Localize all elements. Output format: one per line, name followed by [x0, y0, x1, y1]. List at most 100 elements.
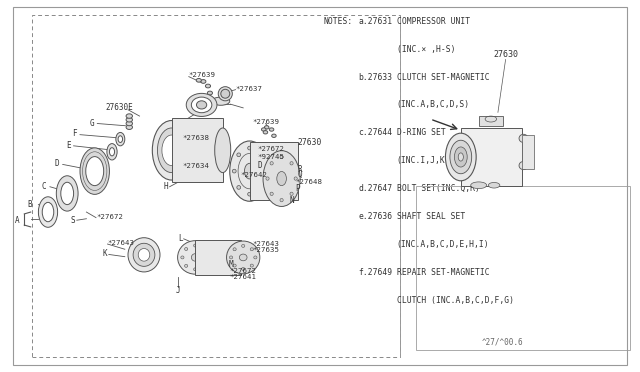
- Ellipse shape: [126, 125, 132, 129]
- Ellipse shape: [230, 141, 269, 201]
- Text: *27638: *27638: [182, 135, 209, 141]
- Text: D-RING SET: D-RING SET: [397, 128, 445, 137]
- Ellipse shape: [272, 134, 276, 138]
- Text: c.27644: c.27644: [358, 128, 392, 137]
- Text: CLUTCH SET-MAGNETIC: CLUTCH SET-MAGNETIC: [397, 73, 490, 81]
- Ellipse shape: [233, 248, 236, 251]
- Ellipse shape: [196, 101, 207, 109]
- Ellipse shape: [203, 264, 206, 267]
- Text: (INC.× ,H-S): (INC.× ,H-S): [397, 45, 455, 54]
- Ellipse shape: [248, 146, 252, 150]
- Ellipse shape: [250, 264, 253, 267]
- Text: SHAFT SEAL SET: SHAFT SEAL SET: [397, 212, 465, 221]
- Ellipse shape: [61, 182, 74, 205]
- Text: (INC.A,B,C,D,E,H,I): (INC.A,B,C,D,E,H,I): [397, 240, 490, 249]
- Ellipse shape: [118, 136, 123, 142]
- Text: *92745: *92745: [258, 154, 285, 160]
- Ellipse shape: [138, 248, 150, 261]
- Ellipse shape: [254, 256, 257, 259]
- Ellipse shape: [126, 121, 132, 126]
- Text: (INC.I,J,K,N,D,P): (INC.I,J,K,N,D,P): [397, 156, 479, 165]
- Text: N: N: [289, 196, 294, 205]
- Ellipse shape: [270, 192, 273, 196]
- Ellipse shape: [126, 114, 132, 118]
- Ellipse shape: [152, 121, 191, 180]
- Ellipse shape: [262, 128, 266, 131]
- Text: b.27633: b.27633: [358, 73, 392, 81]
- Ellipse shape: [186, 93, 217, 116]
- Ellipse shape: [206, 256, 210, 259]
- Ellipse shape: [162, 135, 181, 166]
- Ellipse shape: [450, 140, 472, 174]
- Ellipse shape: [126, 118, 132, 122]
- Ellipse shape: [242, 267, 244, 270]
- Ellipse shape: [116, 132, 125, 146]
- Ellipse shape: [203, 247, 206, 250]
- Ellipse shape: [237, 186, 241, 189]
- Text: C: C: [42, 182, 46, 190]
- Text: R: R: [298, 165, 302, 174]
- Text: *27672: *27672: [229, 268, 256, 274]
- Bar: [195, 240, 241, 275]
- Ellipse shape: [178, 241, 212, 274]
- Bar: [416, 186, 630, 350]
- Ellipse shape: [56, 176, 78, 211]
- Ellipse shape: [519, 134, 528, 142]
- Text: REPAIR SET-MAGNETIC: REPAIR SET-MAGNETIC: [397, 268, 490, 277]
- Text: d.27647: d.27647: [358, 184, 392, 193]
- Ellipse shape: [184, 264, 188, 267]
- Ellipse shape: [221, 89, 230, 98]
- Text: P: P: [296, 185, 300, 193]
- Text: H: H: [163, 182, 168, 191]
- Text: BOLT SET(INC.Q,R): BOLT SET(INC.Q,R): [397, 184, 479, 193]
- Ellipse shape: [290, 161, 293, 165]
- Ellipse shape: [42, 202, 54, 222]
- Ellipse shape: [250, 248, 253, 251]
- Text: f.27649: f.27649: [358, 268, 392, 277]
- Bar: [172, 118, 223, 182]
- Text: *27642: *27642: [240, 172, 267, 178]
- Ellipse shape: [201, 80, 206, 83]
- Text: *27672: *27672: [96, 214, 123, 219]
- Ellipse shape: [205, 84, 211, 88]
- Ellipse shape: [454, 147, 467, 167]
- Text: *27634: *27634: [182, 163, 209, 169]
- Text: D: D: [54, 159, 59, 168]
- Ellipse shape: [207, 91, 212, 95]
- Ellipse shape: [290, 192, 293, 196]
- Ellipse shape: [239, 254, 247, 261]
- Ellipse shape: [280, 199, 284, 202]
- Ellipse shape: [294, 177, 298, 180]
- Ellipse shape: [232, 169, 236, 173]
- Text: *27672: *27672: [258, 146, 285, 152]
- Text: COMPRESSOR UNIT: COMPRESSOR UNIT: [397, 17, 470, 26]
- Ellipse shape: [519, 161, 528, 170]
- Text: CLUTCH (INC.A,B,C,D,F,G): CLUTCH (INC.A,B,C,D,F,G): [397, 296, 514, 305]
- Text: G: G: [90, 119, 95, 128]
- Text: *27639: *27639: [189, 72, 216, 78]
- Ellipse shape: [191, 254, 199, 261]
- Ellipse shape: [128, 238, 160, 272]
- Ellipse shape: [270, 161, 273, 165]
- Ellipse shape: [193, 244, 197, 247]
- Ellipse shape: [233, 264, 236, 267]
- Text: *27635: *27635: [253, 247, 280, 253]
- Text: 27630: 27630: [493, 50, 518, 59]
- Text: *27641: *27641: [229, 274, 256, 280]
- Bar: [250, 142, 298, 200]
- Text: B: B: [28, 200, 32, 209]
- Text: *27639: *27639: [253, 119, 280, 125]
- Text: M: M: [229, 260, 234, 269]
- Text: Q: Q: [298, 170, 302, 179]
- Ellipse shape: [471, 182, 487, 189]
- Bar: [461, 128, 522, 186]
- Ellipse shape: [109, 148, 115, 156]
- Ellipse shape: [244, 163, 255, 179]
- Ellipse shape: [80, 148, 109, 194]
- Text: e.27636: e.27636: [358, 212, 392, 221]
- Ellipse shape: [280, 155, 284, 158]
- Ellipse shape: [184, 247, 188, 250]
- Ellipse shape: [196, 78, 202, 82]
- Text: *27643: *27643: [108, 240, 134, 246]
- Text: A: A: [15, 216, 19, 225]
